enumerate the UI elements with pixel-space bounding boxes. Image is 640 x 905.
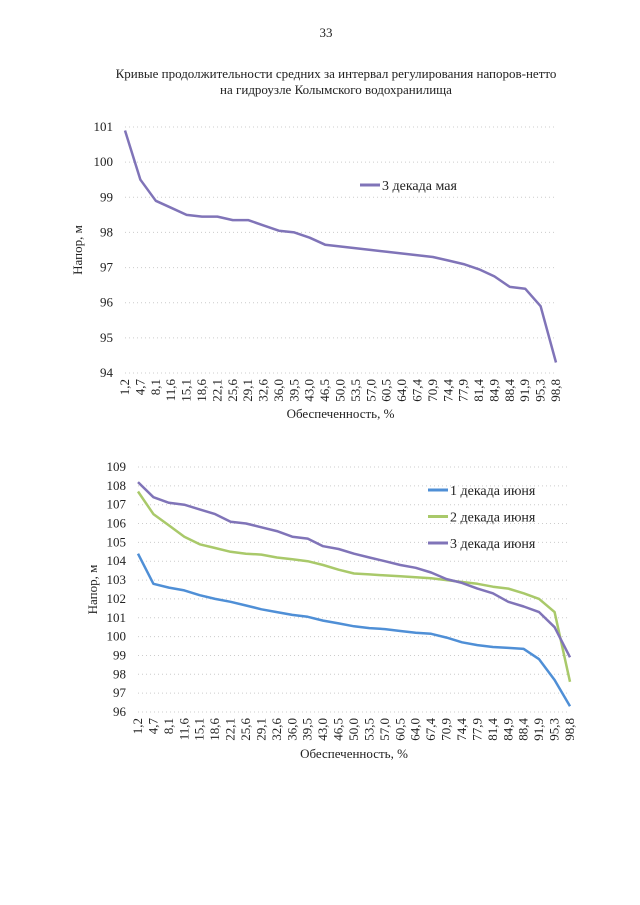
y-tick-label: 102 bbox=[107, 591, 127, 606]
series-line bbox=[137, 481, 572, 658]
x-tick-label: 32,6 bbox=[256, 379, 271, 402]
y-tick-label: 99 bbox=[100, 189, 113, 204]
x-tick-label: 22,1 bbox=[223, 718, 238, 741]
x-tick-label: 84,9 bbox=[486, 379, 501, 402]
x-tick-label: 29,1 bbox=[240, 379, 255, 402]
x-tick-label: 77,9 bbox=[456, 379, 471, 402]
x-tick-label: 53,5 bbox=[348, 379, 363, 402]
x-tick-label: 22,1 bbox=[209, 379, 224, 402]
x-tick-label: 4,7 bbox=[145, 718, 160, 735]
y-tick-label: 97 bbox=[113, 685, 127, 700]
series-line bbox=[136, 490, 572, 683]
y-axis-title: Напор, м bbox=[70, 225, 85, 275]
x-tick-label: 18,6 bbox=[194, 379, 209, 402]
x-tick-label: 74,4 bbox=[440, 379, 455, 402]
x-tick-label: 64,0 bbox=[408, 718, 423, 741]
x-tick-label: 81,4 bbox=[485, 718, 500, 741]
x-tick-label: 32,6 bbox=[269, 718, 284, 741]
y-tick-label: 101 bbox=[107, 610, 127, 625]
x-tick-label: 25,6 bbox=[238, 718, 253, 741]
y-tick-label: 97 bbox=[100, 260, 114, 275]
x-tick-label: 50,0 bbox=[333, 379, 348, 402]
x-tick-label: 64,0 bbox=[394, 379, 409, 402]
x-tick-label: 67,4 bbox=[409, 379, 424, 402]
x-tick-label: 98,8 bbox=[548, 379, 563, 402]
y-tick-label: 98 bbox=[100, 224, 113, 239]
x-tick-label: 8,1 bbox=[161, 718, 176, 734]
x-tick-label: 39,5 bbox=[300, 718, 315, 741]
page-number: 33 bbox=[320, 25, 333, 40]
y-tick-label: 107 bbox=[107, 497, 127, 512]
x-tick-label: 88,4 bbox=[502, 379, 517, 402]
x-tick-label: 95,3 bbox=[533, 379, 548, 402]
y-tick-label: 94 bbox=[100, 365, 114, 380]
x-tick-label: 57,0 bbox=[363, 379, 378, 402]
legend-label: 3 декада мая bbox=[382, 179, 457, 194]
x-tick-label: 53,5 bbox=[361, 718, 376, 741]
x-tick-label: 1,2 bbox=[117, 379, 132, 395]
x-tick-label: 81,4 bbox=[471, 379, 486, 402]
x-tick-label: 11,6 bbox=[163, 379, 178, 402]
x-tick-label: 15,1 bbox=[179, 379, 194, 402]
x-tick-label: 67,4 bbox=[423, 718, 438, 741]
x-tick-label: 4,7 bbox=[132, 379, 147, 396]
x-tick-label: 43,0 bbox=[302, 379, 317, 402]
x-tick-label: 46,5 bbox=[317, 379, 332, 402]
y-tick-label: 99 bbox=[113, 647, 126, 662]
x-tick-label: 29,1 bbox=[253, 718, 268, 741]
y-tick-label: 105 bbox=[107, 534, 127, 549]
chart-title: Кривые продолжительности средних за инте… bbox=[116, 66, 557, 81]
y-tick-label: 106 bbox=[107, 516, 127, 531]
x-tick-label: 95,3 bbox=[547, 718, 562, 741]
y-tick-label: 101 bbox=[94, 119, 114, 134]
x-tick-label: 70,9 bbox=[425, 379, 440, 402]
x-tick-label: 36,0 bbox=[284, 718, 299, 741]
x-tick-label: 25,6 bbox=[225, 379, 240, 402]
x-tick-label: 60,5 bbox=[379, 379, 394, 402]
x-axis-title: Обеспеченность, % bbox=[300, 746, 408, 761]
x-tick-label: 60,5 bbox=[392, 718, 407, 741]
legend-label: 3 декада июня bbox=[450, 537, 536, 552]
y-tick-label: 100 bbox=[107, 629, 127, 644]
x-tick-label: 77,9 bbox=[469, 718, 484, 741]
y-tick-label: 100 bbox=[94, 154, 114, 169]
x-tick-label: 39,5 bbox=[286, 379, 301, 402]
x-tick-label: 15,1 bbox=[192, 718, 207, 741]
x-tick-label: 91,9 bbox=[517, 379, 532, 402]
y-tick-label: 96 bbox=[100, 295, 114, 310]
y-tick-label: 108 bbox=[107, 478, 127, 493]
x-tick-label: 11,6 bbox=[176, 718, 191, 741]
y-tick-label: 96 bbox=[113, 704, 127, 719]
x-tick-label: 88,4 bbox=[516, 718, 531, 741]
x-tick-label: 36,0 bbox=[271, 379, 286, 402]
x-tick-label: 74,4 bbox=[454, 718, 469, 741]
x-tick-label: 57,0 bbox=[377, 718, 392, 741]
y-tick-label: 104 bbox=[107, 553, 127, 568]
x-tick-label: 18,6 bbox=[207, 718, 222, 741]
x-tick-label: 84,9 bbox=[500, 718, 515, 741]
x-tick-label: 46,5 bbox=[331, 718, 346, 741]
y-tick-label: 98 bbox=[113, 666, 126, 681]
series-line bbox=[136, 553, 572, 707]
y-tick-label: 95 bbox=[100, 330, 113, 345]
x-tick-label: 91,9 bbox=[531, 718, 546, 741]
chart-title: на гидроузле Колымского водохранилища bbox=[220, 82, 452, 97]
y-tick-label: 109 bbox=[107, 459, 127, 474]
y-tick-label: 103 bbox=[107, 572, 127, 587]
series-line bbox=[123, 130, 558, 363]
x-tick-label: 43,0 bbox=[315, 718, 330, 741]
x-tick-label: 50,0 bbox=[346, 718, 361, 741]
x-tick-label: 98,8 bbox=[562, 718, 577, 741]
x-tick-label: 70,9 bbox=[439, 718, 454, 741]
y-axis-title: Напор, м bbox=[85, 565, 100, 615]
legend-label: 2 декада июня bbox=[450, 511, 536, 526]
legend-label: 1 декада июня bbox=[450, 484, 536, 499]
x-tick-label: 1,2 bbox=[130, 718, 145, 734]
x-axis-title: Обеспеченность, % bbox=[287, 406, 395, 421]
x-tick-label: 8,1 bbox=[148, 379, 163, 395]
